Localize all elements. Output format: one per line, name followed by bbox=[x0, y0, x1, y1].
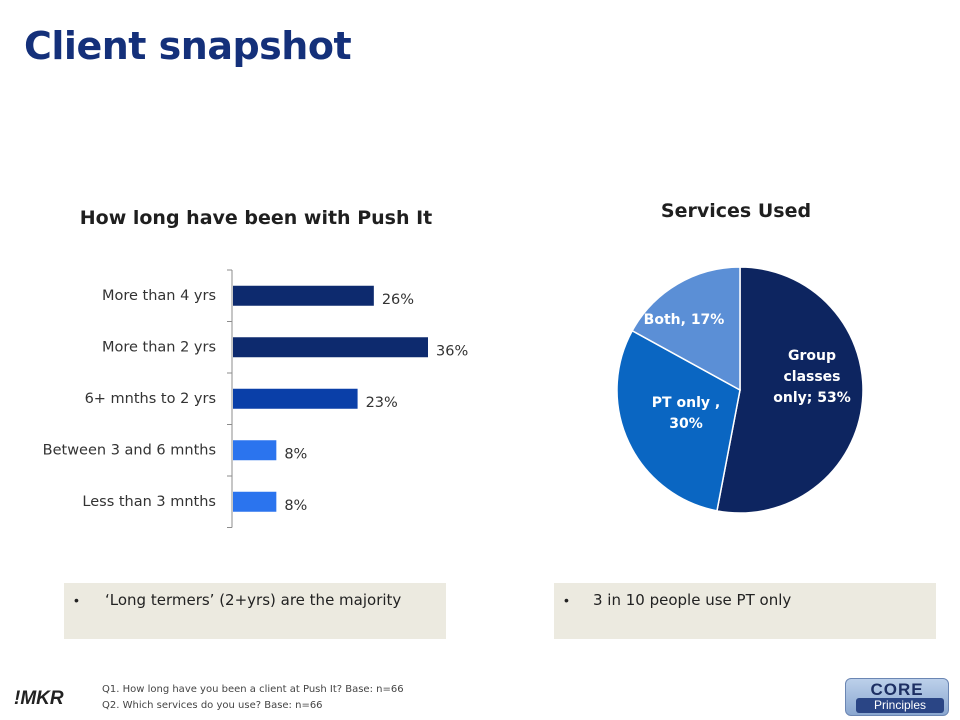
slice-label: PT only , 30% bbox=[652, 395, 720, 432]
category-label: Between 3 and 6 mnths bbox=[43, 442, 216, 458]
value-label: 26% bbox=[382, 292, 414, 308]
slice-label: Both, 17% bbox=[644, 312, 725, 328]
insight-text: ‘Long termers’ (2+yrs) are the majority bbox=[105, 591, 402, 609]
value-label: 23% bbox=[366, 395, 398, 411]
value-label: 36% bbox=[436, 343, 468, 359]
value-label: 8% bbox=[284, 498, 307, 514]
tenure-bar-chart: More than 4 yrs 26% More than 2 yrs 36% 6+ m… bbox=[43, 269, 468, 528]
pie-slice bbox=[616, 329, 741, 512]
category-label: Less than 3 mnths bbox=[82, 494, 216, 510]
core-principles-logo: CORE Principles bbox=[845, 678, 949, 716]
bullet-icon: • bbox=[74, 592, 79, 608]
slice-label: Group classes only; 53% bbox=[773, 348, 851, 406]
value-label: 8% bbox=[284, 446, 307, 462]
mkr-logo: !MKR bbox=[14, 688, 64, 709]
insight-box-tenure: • ‘Long termers’ (2+yrs) are the majorit… bbox=[64, 583, 446, 639]
footnote-q2: Q2. Which services do you use? Base: n=6… bbox=[102, 700, 323, 711]
category-label: 6+ mnths to 2 yrs bbox=[85, 391, 216, 407]
page-title: Client snapshot bbox=[24, 24, 352, 68]
insight-box-services: • 3 in 10 people use PT only bbox=[554, 583, 936, 639]
bar bbox=[233, 337, 428, 358]
footnote-q1: Q1. How long have you been a client at P… bbox=[102, 684, 404, 695]
category-label: More than 4 yrs bbox=[102, 288, 216, 304]
services-pie-chart: Group classes only; 53% PT only , 30% Both, 1… bbox=[616, 266, 864, 514]
pie-slice bbox=[631, 266, 741, 392]
bullet-icon: • bbox=[564, 592, 569, 608]
bar bbox=[233, 285, 374, 306]
insight-text: 3 in 10 people use PT only bbox=[593, 591, 792, 609]
pie-chart-title: Services Used bbox=[660, 200, 812, 222]
bar-chart-title: How long have been with Push It bbox=[79, 207, 433, 229]
bar bbox=[233, 491, 277, 512]
logo-principles-text: Principles bbox=[856, 698, 944, 713]
category-label: More than 2 yrs bbox=[102, 339, 216, 355]
pie-slice bbox=[716, 266, 864, 514]
logo-core-text: CORE bbox=[870, 680, 924, 699]
bar bbox=[233, 388, 358, 409]
bar bbox=[233, 440, 277, 461]
